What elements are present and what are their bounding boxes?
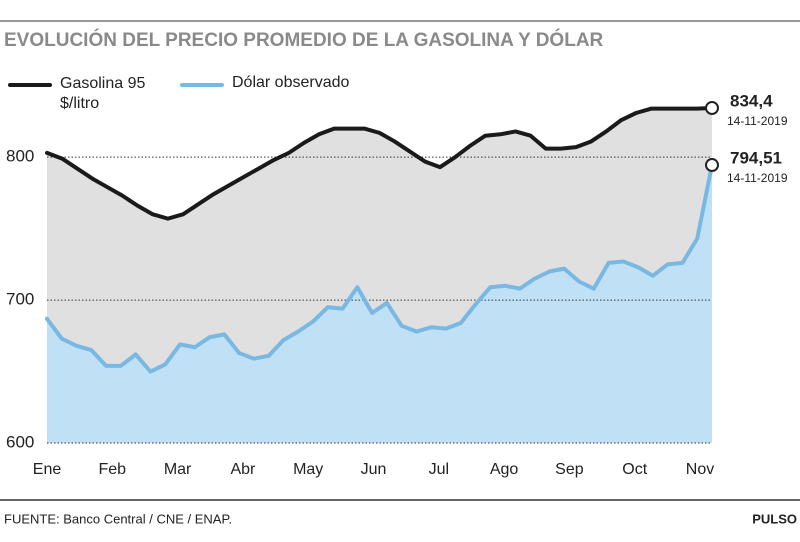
end-date: 14-11-2019 [727, 114, 788, 128]
x-tick-label: May [293, 461, 323, 478]
end-marker [705, 101, 719, 116]
legend-item: Gasolina 95 $/litro [8, 74, 160, 114]
x-tick-label: Abr [230, 461, 256, 478]
x-tick-label: Feb [99, 461, 127, 478]
end-marker [705, 158, 719, 173]
legend-swatch [8, 83, 52, 87]
brand: PULSO [752, 511, 797, 526]
chart-title: EVOLUCIÓN DEL PRECIO PROMEDIO DE LA GASO… [4, 29, 604, 51]
line [45, 163, 714, 374]
legend-label: Gasolina 95 $/litro [60, 75, 146, 112]
x-tick-label: Sep [555, 461, 584, 478]
x-tick-label: Oct [622, 461, 647, 478]
x-tick-label: Jul [429, 461, 449, 478]
end-label: 834,4 [730, 91, 773, 110]
x-tick-label: Jun [361, 461, 387, 478]
legend-item: Dólar observado [180, 74, 349, 92]
line [45, 106, 714, 221]
area [47, 165, 712, 443]
y-tick-label: 800 [6, 147, 34, 166]
x-tick-label: Ene [33, 461, 62, 478]
x-tick-label: Ago [490, 461, 519, 478]
legend-label: Dólar observado [232, 74, 350, 91]
y-tick-label: 600 [6, 432, 34, 451]
y-tick-label: 700 [6, 290, 34, 309]
x-tick-label: Mar [164, 461, 192, 478]
end-date: 14-11-2019 [727, 171, 788, 185]
legend-swatch [180, 83, 224, 87]
end-label: 794,51 [730, 148, 782, 167]
source: FUENTE: Banco Central / CNE / ENAP. [4, 511, 232, 526]
x-tick-label: Nov [686, 461, 714, 478]
